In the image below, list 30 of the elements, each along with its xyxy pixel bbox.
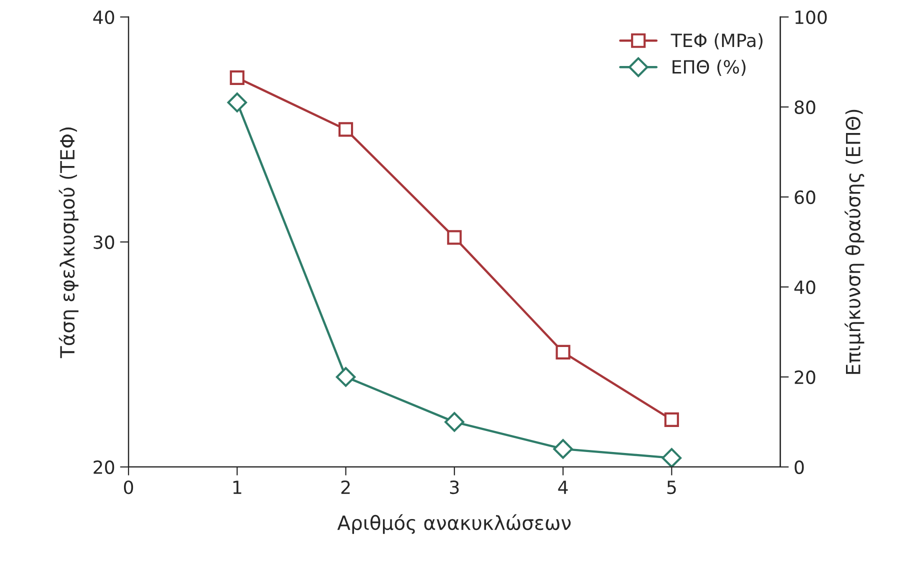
point <box>447 230 462 245</box>
x-tick-label: 2 <box>341 480 350 494</box>
point <box>553 439 573 459</box>
legend-label: ΕΠΘ (%) <box>672 60 746 76</box>
y2-tick-label: 100 <box>795 10 827 24</box>
point <box>444 412 464 432</box>
y2-tick-label: 60 <box>794 190 816 204</box>
y2-tick-label: 20 <box>794 370 816 384</box>
point <box>664 412 679 427</box>
point <box>227 92 248 112</box>
x-tick-label: 0 <box>124 480 134 494</box>
legend-label: ΤΕΦ (MPa) <box>670 33 762 50</box>
point <box>336 367 356 387</box>
x-tick-label: 1 <box>233 480 242 494</box>
point <box>338 122 354 137</box>
y2-axis-title: Επιμήκυνση θραύσης (ΕΠΘ) <box>844 110 864 374</box>
x-tick-label: 4 <box>558 480 568 494</box>
y-tick-label: 30 <box>94 235 114 250</box>
y2-tick-label: 0 <box>794 460 804 474</box>
y-tick-label: 20 <box>94 460 114 474</box>
y-tick-label: 40 <box>93 10 114 24</box>
x-tick-label: 5 <box>667 480 676 494</box>
x-axis-title: Αριθμός ανακυκλώσεων <box>337 514 571 534</box>
point <box>662 448 682 467</box>
x-tick-label: 3 <box>450 480 459 494</box>
y-axis-title: Τάση εφελκυσμού (ΤΕΦ) <box>58 128 78 358</box>
point <box>556 344 570 360</box>
y2-tick-label: 80 <box>794 100 816 114</box>
point <box>230 70 244 86</box>
y2-tick-label: 40 <box>794 280 816 294</box>
